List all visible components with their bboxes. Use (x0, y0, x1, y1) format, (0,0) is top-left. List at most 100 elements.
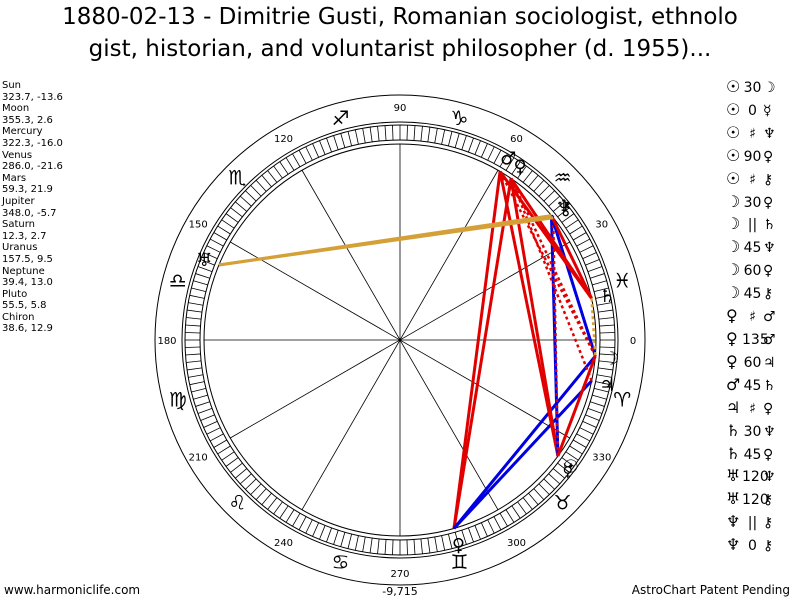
aspect-row: ♆ 0 ⚷ (726, 535, 776, 558)
aspect-row: ♀ 135♂ (726, 329, 776, 352)
aspect-planet1-glyph: ♅ (726, 489, 741, 509)
aspect-line (551, 217, 560, 457)
aspect-row: ☽ 45 ♆ (726, 237, 776, 260)
aspect-planet2-glyph: ♂ (763, 309, 776, 326)
degree-tick (255, 179, 267, 192)
degree-tick (552, 468, 565, 479)
aspect-planet1-glyph: ☉ (726, 122, 741, 142)
aspect-row: ♅ 120⚷ (726, 489, 776, 512)
aspect-planet1-glyph: ♃ (726, 397, 741, 417)
degree-tick (362, 128, 366, 144)
degree-tick (209, 238, 224, 247)
position-name: Jupiter (2, 195, 35, 207)
degree-tick (195, 401, 210, 407)
degree-label: 150 (189, 220, 208, 231)
degree-tick (333, 530, 339, 545)
footer-notice: AstroChart Patent Pending (631, 583, 790, 597)
degree-tick (203, 420, 218, 428)
degree-tick (188, 302, 204, 306)
degree-tick (538, 185, 550, 197)
zodiac-sign-glyph: ♌ (228, 491, 246, 515)
degree-tick (319, 525, 326, 540)
degree-tick (592, 394, 607, 400)
degree-tick (369, 127, 373, 143)
aspect-row: ♂ 45 ♄ (726, 375, 776, 398)
degree-tick (480, 143, 488, 158)
aspect-planet1-glyph: ♆ (726, 512, 741, 532)
degree-tick (413, 125, 416, 141)
degree-tick (427, 537, 431, 553)
chart-title-line1: 1880-02-13 - Dimitrie Gusti, Romanian so… (62, 4, 738, 30)
degree-tick (493, 149, 502, 164)
degree-tick (447, 131, 453, 147)
zodiac-sign-glyph: ♉ (554, 491, 572, 515)
degree-tick (595, 294, 611, 299)
aspect-planet1-glyph: ☽ (726, 237, 741, 257)
degree-tick (420, 538, 423, 554)
degree-tick (347, 533, 353, 549)
aspect-line (452, 171, 502, 529)
position-value: 323.7, -13.6 (2, 91, 63, 103)
degree-label: 300 (507, 538, 526, 549)
position-value: 157.5, 9.5 (2, 253, 53, 265)
degree-tick (347, 131, 353, 147)
degree-label: 240 (274, 538, 293, 549)
aspect-line (498, 171, 560, 457)
aspect-planet2-glyph: ♆ (763, 469, 776, 486)
planet-glyph: ☿ (562, 461, 573, 482)
position-name: Mars (2, 172, 27, 184)
degree-tick (593, 287, 609, 293)
position-name: Saturn (2, 219, 36, 231)
degree-tick (230, 462, 243, 473)
degree-tick (245, 478, 257, 490)
degree-tick (434, 128, 438, 144)
degree-tick (197, 408, 213, 414)
degree-tick (582, 252, 597, 260)
degree-tick (406, 125, 408, 141)
degree-tick (200, 414, 215, 421)
planet-glyph: ☽ (603, 348, 619, 369)
planet-glyph: ⚷ (559, 199, 572, 220)
degree-label: 0 (630, 336, 636, 347)
aspect-planet1-glyph: ♄ (726, 420, 741, 440)
degree-tick (225, 213, 239, 223)
degree-tick (261, 492, 272, 505)
degree-tick (185, 353, 201, 356)
degree-tick (587, 266, 603, 272)
aspect-planet1-glyph: ☉ (726, 168, 741, 188)
position-name: Pluto (2, 288, 28, 300)
degree-tick (590, 401, 605, 407)
degree-tick (511, 161, 521, 175)
aspect-row: ☉ 0 ☿ (726, 100, 776, 123)
planet-positions-list: Sun 323.7, -13.6 Moon 355.3, 2.6 Mercury 322.… (2, 80, 63, 335)
aspect-type: 45 (743, 446, 762, 463)
degree-tick (493, 516, 502, 531)
degree-tick (441, 535, 446, 551)
house-spoke (230, 241, 570, 439)
degree-tick (340, 532, 346, 547)
degree-tick (585, 414, 600, 421)
degree-tick (587, 408, 603, 414)
degree-tick (193, 394, 208, 400)
degree-tick (599, 346, 615, 348)
degree-tick (213, 439, 227, 448)
planet-glyph: ♆ (556, 196, 572, 217)
aspect-row: ♄ 30 ♆ (726, 421, 776, 444)
degree-tick (595, 381, 611, 386)
aspect-type: 60 (743, 354, 762, 371)
aspect-row: ♆ || ⚷ (726, 512, 776, 535)
zodiac-sign-glyph: ♋ (332, 550, 350, 574)
zodiac-sign-glyph: ♎ (169, 268, 187, 292)
outer-ring (154, 94, 646, 586)
degree-tick (599, 324, 615, 327)
degree-tick (569, 445, 583, 455)
degree-tick (487, 519, 495, 534)
aspect-type: 45 (743, 286, 762, 303)
aspect-type: 60 (743, 263, 762, 280)
degree-tick (250, 483, 262, 495)
degree-tick (189, 381, 205, 386)
aspect-type: || (747, 217, 758, 234)
aspect-line (452, 379, 593, 530)
position-value: 39.4, 13.0 (2, 277, 53, 289)
aspect-row: ☉ ♯ ♆ (726, 123, 776, 146)
